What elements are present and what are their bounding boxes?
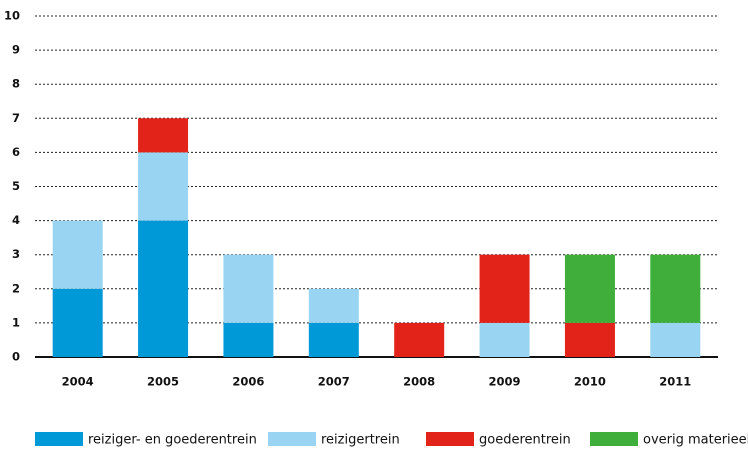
- y-tick-label: 0: [12, 350, 20, 364]
- bar-segment: [650, 254, 701, 323]
- legend-label: overig materieel: [643, 433, 748, 448]
- legend-swatch: [426, 432, 474, 446]
- bar-segment: [564, 322, 615, 357]
- legend-swatch: [35, 432, 83, 446]
- bar-segment: [223, 322, 274, 357]
- bar-segment: [138, 220, 189, 357]
- x-tick-label: 2010: [574, 375, 606, 389]
- bar-segment: [138, 152, 189, 221]
- legend-label: reizigertrein: [321, 433, 400, 448]
- bar-segment: [308, 322, 359, 357]
- bar-segment: [650, 322, 701, 357]
- x-tick-label: 2004: [62, 375, 94, 389]
- bar-segment: [308, 288, 359, 323]
- y-tick-label: 5: [12, 179, 20, 193]
- bar-segment: [223, 254, 274, 323]
- bar-segment: [479, 254, 530, 323]
- bar-segment: [138, 118, 189, 153]
- x-tick-label: 2005: [147, 375, 179, 389]
- legend-swatch: [268, 432, 316, 446]
- bar-segment: [564, 254, 615, 323]
- x-tick-label: 2006: [232, 375, 264, 389]
- y-tick-label: 1: [12, 315, 20, 329]
- x-tick-label: 2008: [403, 375, 435, 389]
- y-tick-label: 6: [12, 145, 20, 159]
- legend-swatch: [590, 432, 638, 446]
- y-tick-label: 9: [12, 43, 20, 57]
- bar-segment: [479, 322, 530, 357]
- bar-segment: [394, 322, 445, 357]
- y-tick-label: 8: [12, 77, 20, 91]
- y-tick-label: 3: [12, 247, 20, 261]
- x-tick-label: 2007: [318, 375, 350, 389]
- y-tick-label: 2: [12, 281, 20, 295]
- x-tick-label: 2009: [489, 375, 521, 389]
- y-tick-label: 4: [12, 213, 20, 227]
- bar-segment: [52, 288, 103, 357]
- bar-segment: [52, 220, 103, 289]
- legend-label: reiziger- en goederentrein: [88, 433, 257, 448]
- legend-label: goederentrein: [479, 433, 571, 448]
- y-tick-label: 10: [4, 9, 20, 23]
- y-tick-label: 7: [12, 111, 20, 125]
- x-tick-label: 2011: [659, 375, 691, 389]
